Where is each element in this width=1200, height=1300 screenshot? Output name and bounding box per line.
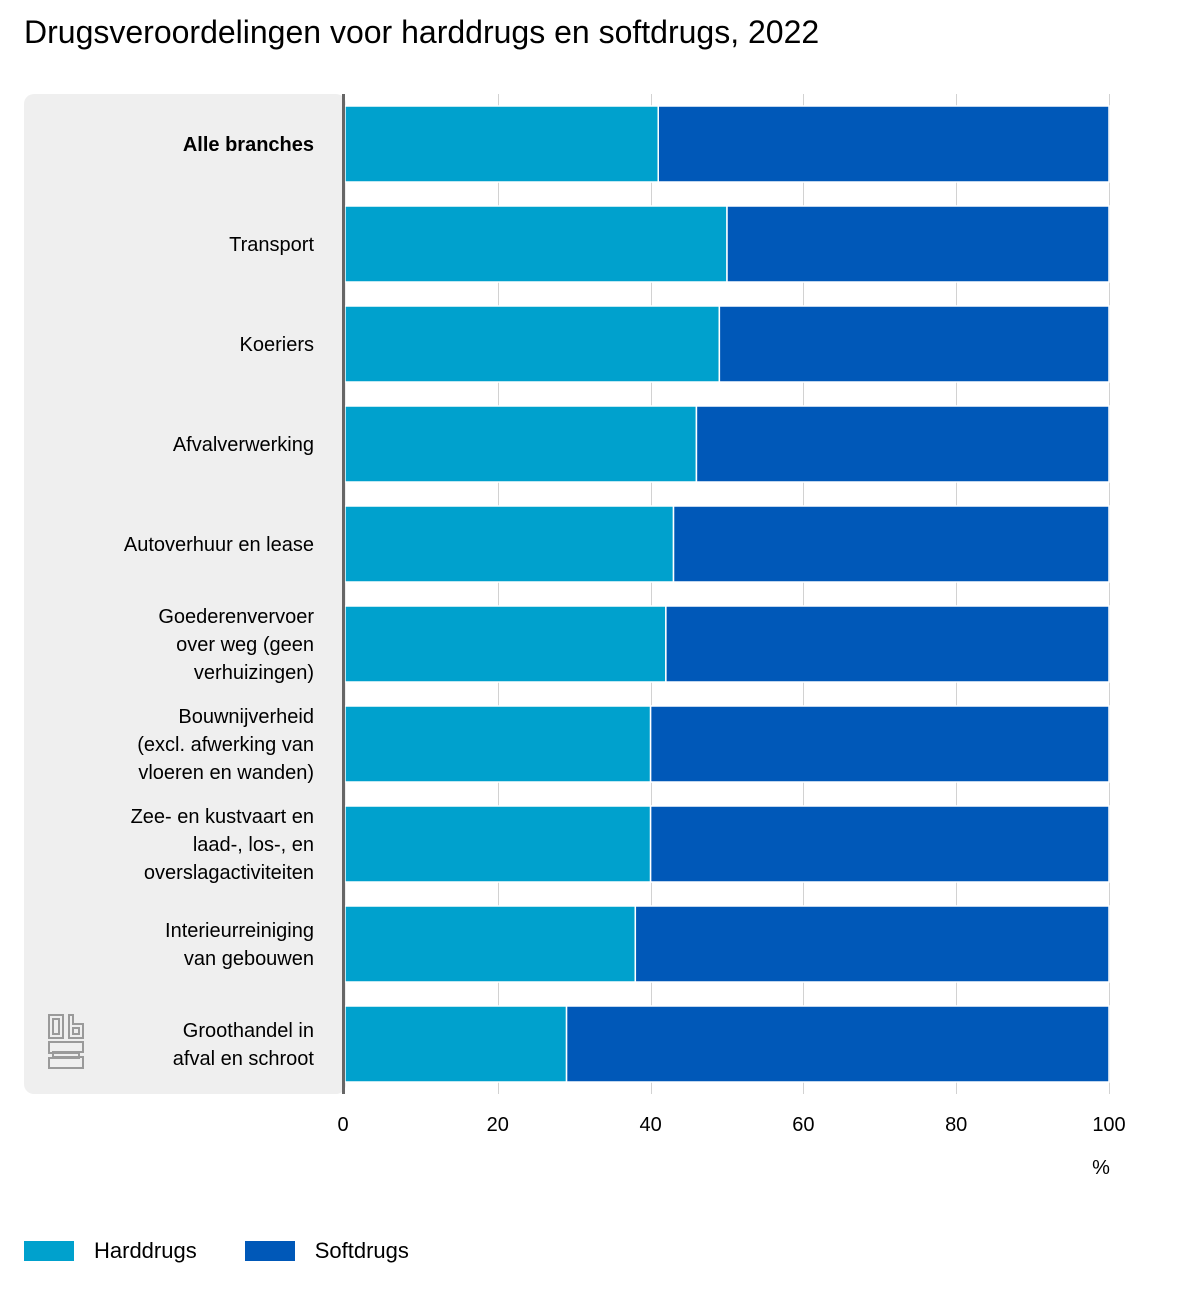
category-label-line: Bouwnijverheid (178, 706, 314, 728)
x-tick-label: 40 (639, 1114, 661, 1136)
bar-harddrugs-2 (344, 305, 721, 383)
category-label-line: Koeriers (240, 334, 314, 356)
bar-softdrugs-4 (672, 505, 1110, 583)
bar-harddrugs-7 (344, 805, 652, 883)
category-label-8: Interieurreiniging van gebouwen (165, 920, 314, 970)
category-label-line: verhuizingen) (194, 662, 314, 684)
bar-softdrugs-9 (565, 1005, 1110, 1083)
bar-harddrugs-4 (344, 505, 675, 583)
category-label-7: Zee- en kustvaart en laad-, los-, en overs… (131, 806, 314, 884)
bar-harddrugs-5 (344, 605, 667, 683)
category-label-4: Autoverhuur en lease (124, 534, 314, 556)
bar-softdrugs-2 (718, 305, 1110, 383)
category-label-line: laad-, los-, en (193, 834, 314, 856)
bar-harddrugs-3 (344, 405, 698, 483)
x-tick-label: 0 (337, 1114, 348, 1136)
category-panel-background (24, 94, 346, 1094)
legend-item-harddrugs: Harddrugs (24, 1238, 197, 1264)
category-label-line: Interieurreiniging (165, 920, 314, 942)
legend: Harddrugs Softdrugs (24, 1238, 457, 1264)
x-tick-label: 60 (792, 1114, 814, 1136)
category-label-line: (excl. afwerking van (137, 734, 314, 756)
category-label-5: Goederenvervoer over weg (geen verhuizinge… (158, 606, 314, 684)
bar-softdrugs-1 (726, 205, 1110, 283)
bar-harddrugs-1 (344, 205, 728, 283)
x-axis-unit-label: % (1092, 1157, 1110, 1179)
x-tick-label: 80 (945, 1114, 967, 1136)
category-label-line: over weg (geen (176, 634, 314, 656)
bar-softdrugs-6 (649, 705, 1110, 783)
category-label-line: Alle branches (183, 134, 314, 156)
bar-softdrugs-0 (657, 105, 1110, 183)
bar-harddrugs-8 (344, 905, 637, 983)
category-label-2: Koeriers (240, 334, 314, 356)
category-label-3: Afvalverwerking (173, 434, 314, 456)
chart-title: Drugsveroordelingen voor harddrugs en so… (24, 14, 820, 50)
category-label-line: Zee- en kustvaart en (131, 806, 314, 828)
category-label-1: Transport (229, 234, 314, 256)
category-label-line: Goederenvervoer (158, 606, 314, 628)
category-label-line: afval en schroot (173, 1048, 315, 1070)
legend-swatch (24, 1241, 74, 1261)
legend-label: Softdrugs (314, 1238, 409, 1263)
category-labels: Alle branches Transport Koeriers Afvalverwe… (124, 134, 315, 1070)
bar-softdrugs-3 (695, 405, 1110, 483)
category-label-line: Transport (229, 234, 314, 256)
category-label-line: Afvalverwerking (173, 434, 314, 456)
legend-item-softdrugs: Softdrugs (244, 1238, 409, 1264)
x-tick-label: 100 (1092, 1114, 1125, 1136)
legend-label: Harddrugs (94, 1238, 197, 1263)
category-label-0: Alle branches (183, 134, 314, 156)
category-label-line: overslagactiviteiten (144, 862, 314, 884)
category-label-line: Groothandel in (183, 1020, 314, 1042)
legend-swatch (244, 1241, 295, 1261)
bar-softdrugs-5 (665, 605, 1110, 683)
cbs-logo-icon (48, 1014, 84, 1069)
bar-harddrugs-6 (344, 705, 652, 783)
x-tick-label: 20 (487, 1114, 509, 1136)
bar-softdrugs-8 (634, 905, 1110, 983)
category-label-line: Autoverhuur en lease (124, 534, 314, 556)
bar-harddrugs-0 (344, 105, 659, 183)
bars (344, 105, 1110, 1083)
category-label-6: Bouwnijverheid (excl. afwerking van vloere… (137, 706, 314, 784)
x-axis-ticks: 0 20 40 60 80 100 (337, 1114, 1125, 1136)
bar-softdrugs-7 (649, 805, 1110, 883)
category-label-9: Groothandel in afval en schroot (173, 1020, 315, 1070)
category-label-line: van gebouwen (184, 948, 314, 970)
bar-harddrugs-9 (344, 1005, 568, 1083)
category-label-line: vloeren en wanden) (138, 762, 314, 784)
